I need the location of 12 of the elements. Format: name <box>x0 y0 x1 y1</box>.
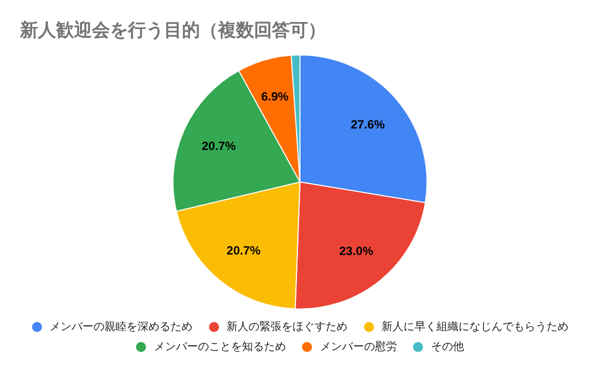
data-label: 20.7% <box>202 138 236 153</box>
data-label: 27.6% <box>350 117 386 132</box>
legend-label: 新人の緊張をほぐすため <box>226 320 348 334</box>
data-label: 20.7% <box>226 244 261 258</box>
legend-label: 新人に早く組織になじんでもらうため <box>382 320 568 334</box>
legend-label: メンバーの慰労 <box>320 340 397 354</box>
legend-label: その他 <box>431 340 464 354</box>
chart-title: 新人歓迎会を行う目的（複数回答可） <box>20 19 326 42</box>
legend-label: メンバーの親睦を深めるため <box>50 320 192 334</box>
legend-label: メンバーのことを知るため <box>154 340 286 354</box>
data-label: 6.9% <box>261 90 289 104</box>
data-label: 23.0% <box>339 244 374 258</box>
